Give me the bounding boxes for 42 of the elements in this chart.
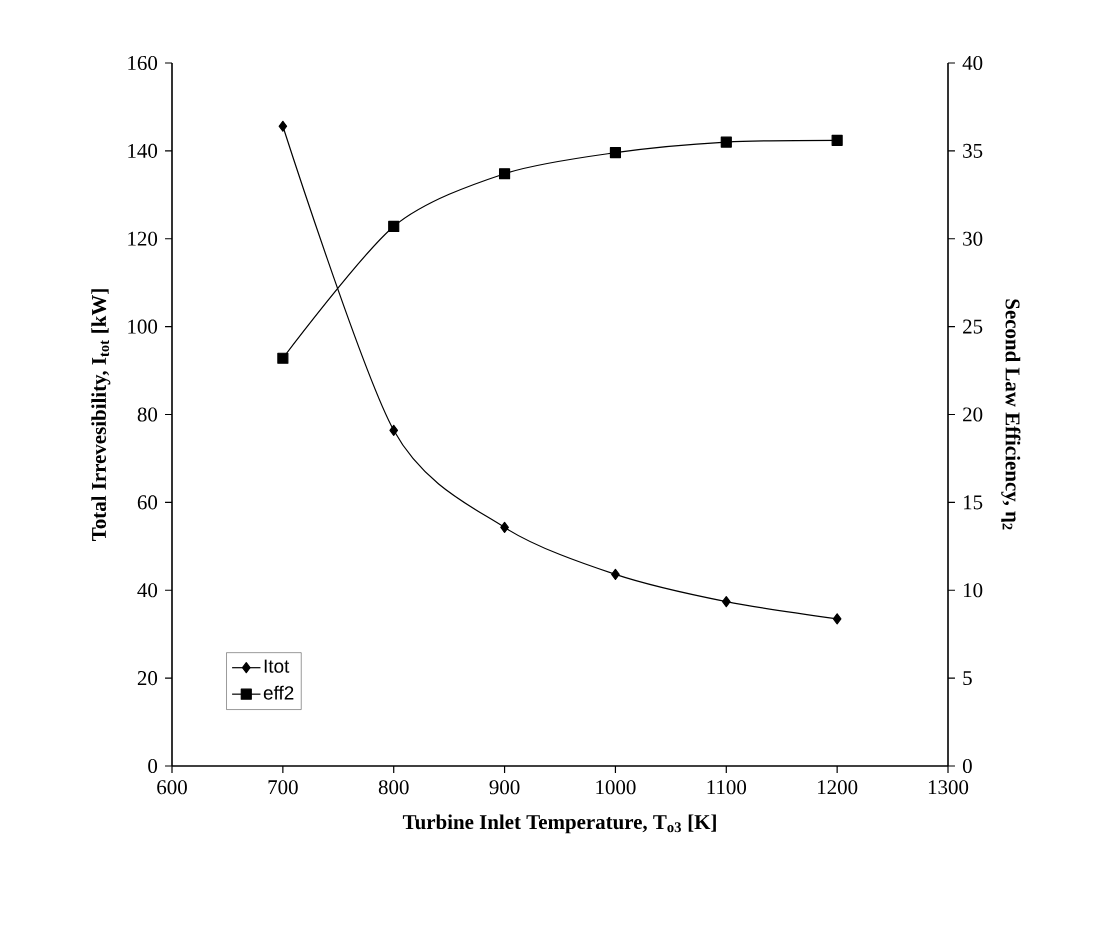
point (500, 521, 509, 533)
y-axis-title: Total Irrevesibility, I$_{tot}$ [kW] (91, 289, 111, 541)
y2-tick-label: 20 (963, 407, 983, 422)
y-tick-label: 160 (128, 55, 158, 71)
x-tick-label: 600 (157, 780, 187, 795)
point (278, 120, 288, 132)
y2-tick-label: 35 (963, 143, 983, 158)
x-tick-label: 1100 (707, 780, 747, 795)
point (498, 168, 511, 180)
y2-axis-title: Second Law Efficiency, η$_{2}$ (1001, 299, 1021, 530)
point (721, 596, 731, 608)
point (720, 136, 732, 148)
y2-tick-label: 30 (963, 231, 983, 246)
x-axis-title: Turbine Inlet Temperature, T$_{o3}$ [K] (402, 814, 716, 834)
legend-label: Itot (264, 659, 290, 673)
y-tick-label: 40 (137, 583, 158, 598)
y-tick-label: 80 (137, 407, 158, 422)
y-tick-label: 100 (128, 319, 158, 334)
point (277, 352, 289, 364)
y2-tick-label: 5 (963, 671, 972, 686)
x-tick-label: 800 (378, 780, 409, 795)
y-tick-label: 0 (148, 758, 158, 774)
y2-tick-label: 25 (963, 319, 983, 334)
y2-tick-label: 15 (964, 495, 983, 510)
point (389, 424, 399, 436)
x-tick-label: 900 (489, 780, 520, 795)
y2-tick-label: 10 (964, 583, 983, 598)
y-tick-label: 20 (137, 671, 158, 686)
x-tick-label: 1000 (596, 780, 636, 795)
point (832, 613, 842, 625)
x-tick-label: 1300 (928, 780, 969, 795)
legend-label: eff2 (263, 685, 294, 700)
point (388, 220, 400, 233)
y-tick-label: 120 (128, 231, 158, 246)
point (609, 147, 622, 159)
x-tick-label: 1200 (818, 780, 858, 795)
y2-tick-label: 0 (962, 758, 972, 774)
y2-tick-label: 40 (962, 55, 983, 71)
x-tick-label: 700 (268, 780, 298, 795)
point (831, 134, 843, 146)
y-tick-label: 140 (128, 143, 158, 158)
y-tick-label: 60 (137, 495, 158, 510)
